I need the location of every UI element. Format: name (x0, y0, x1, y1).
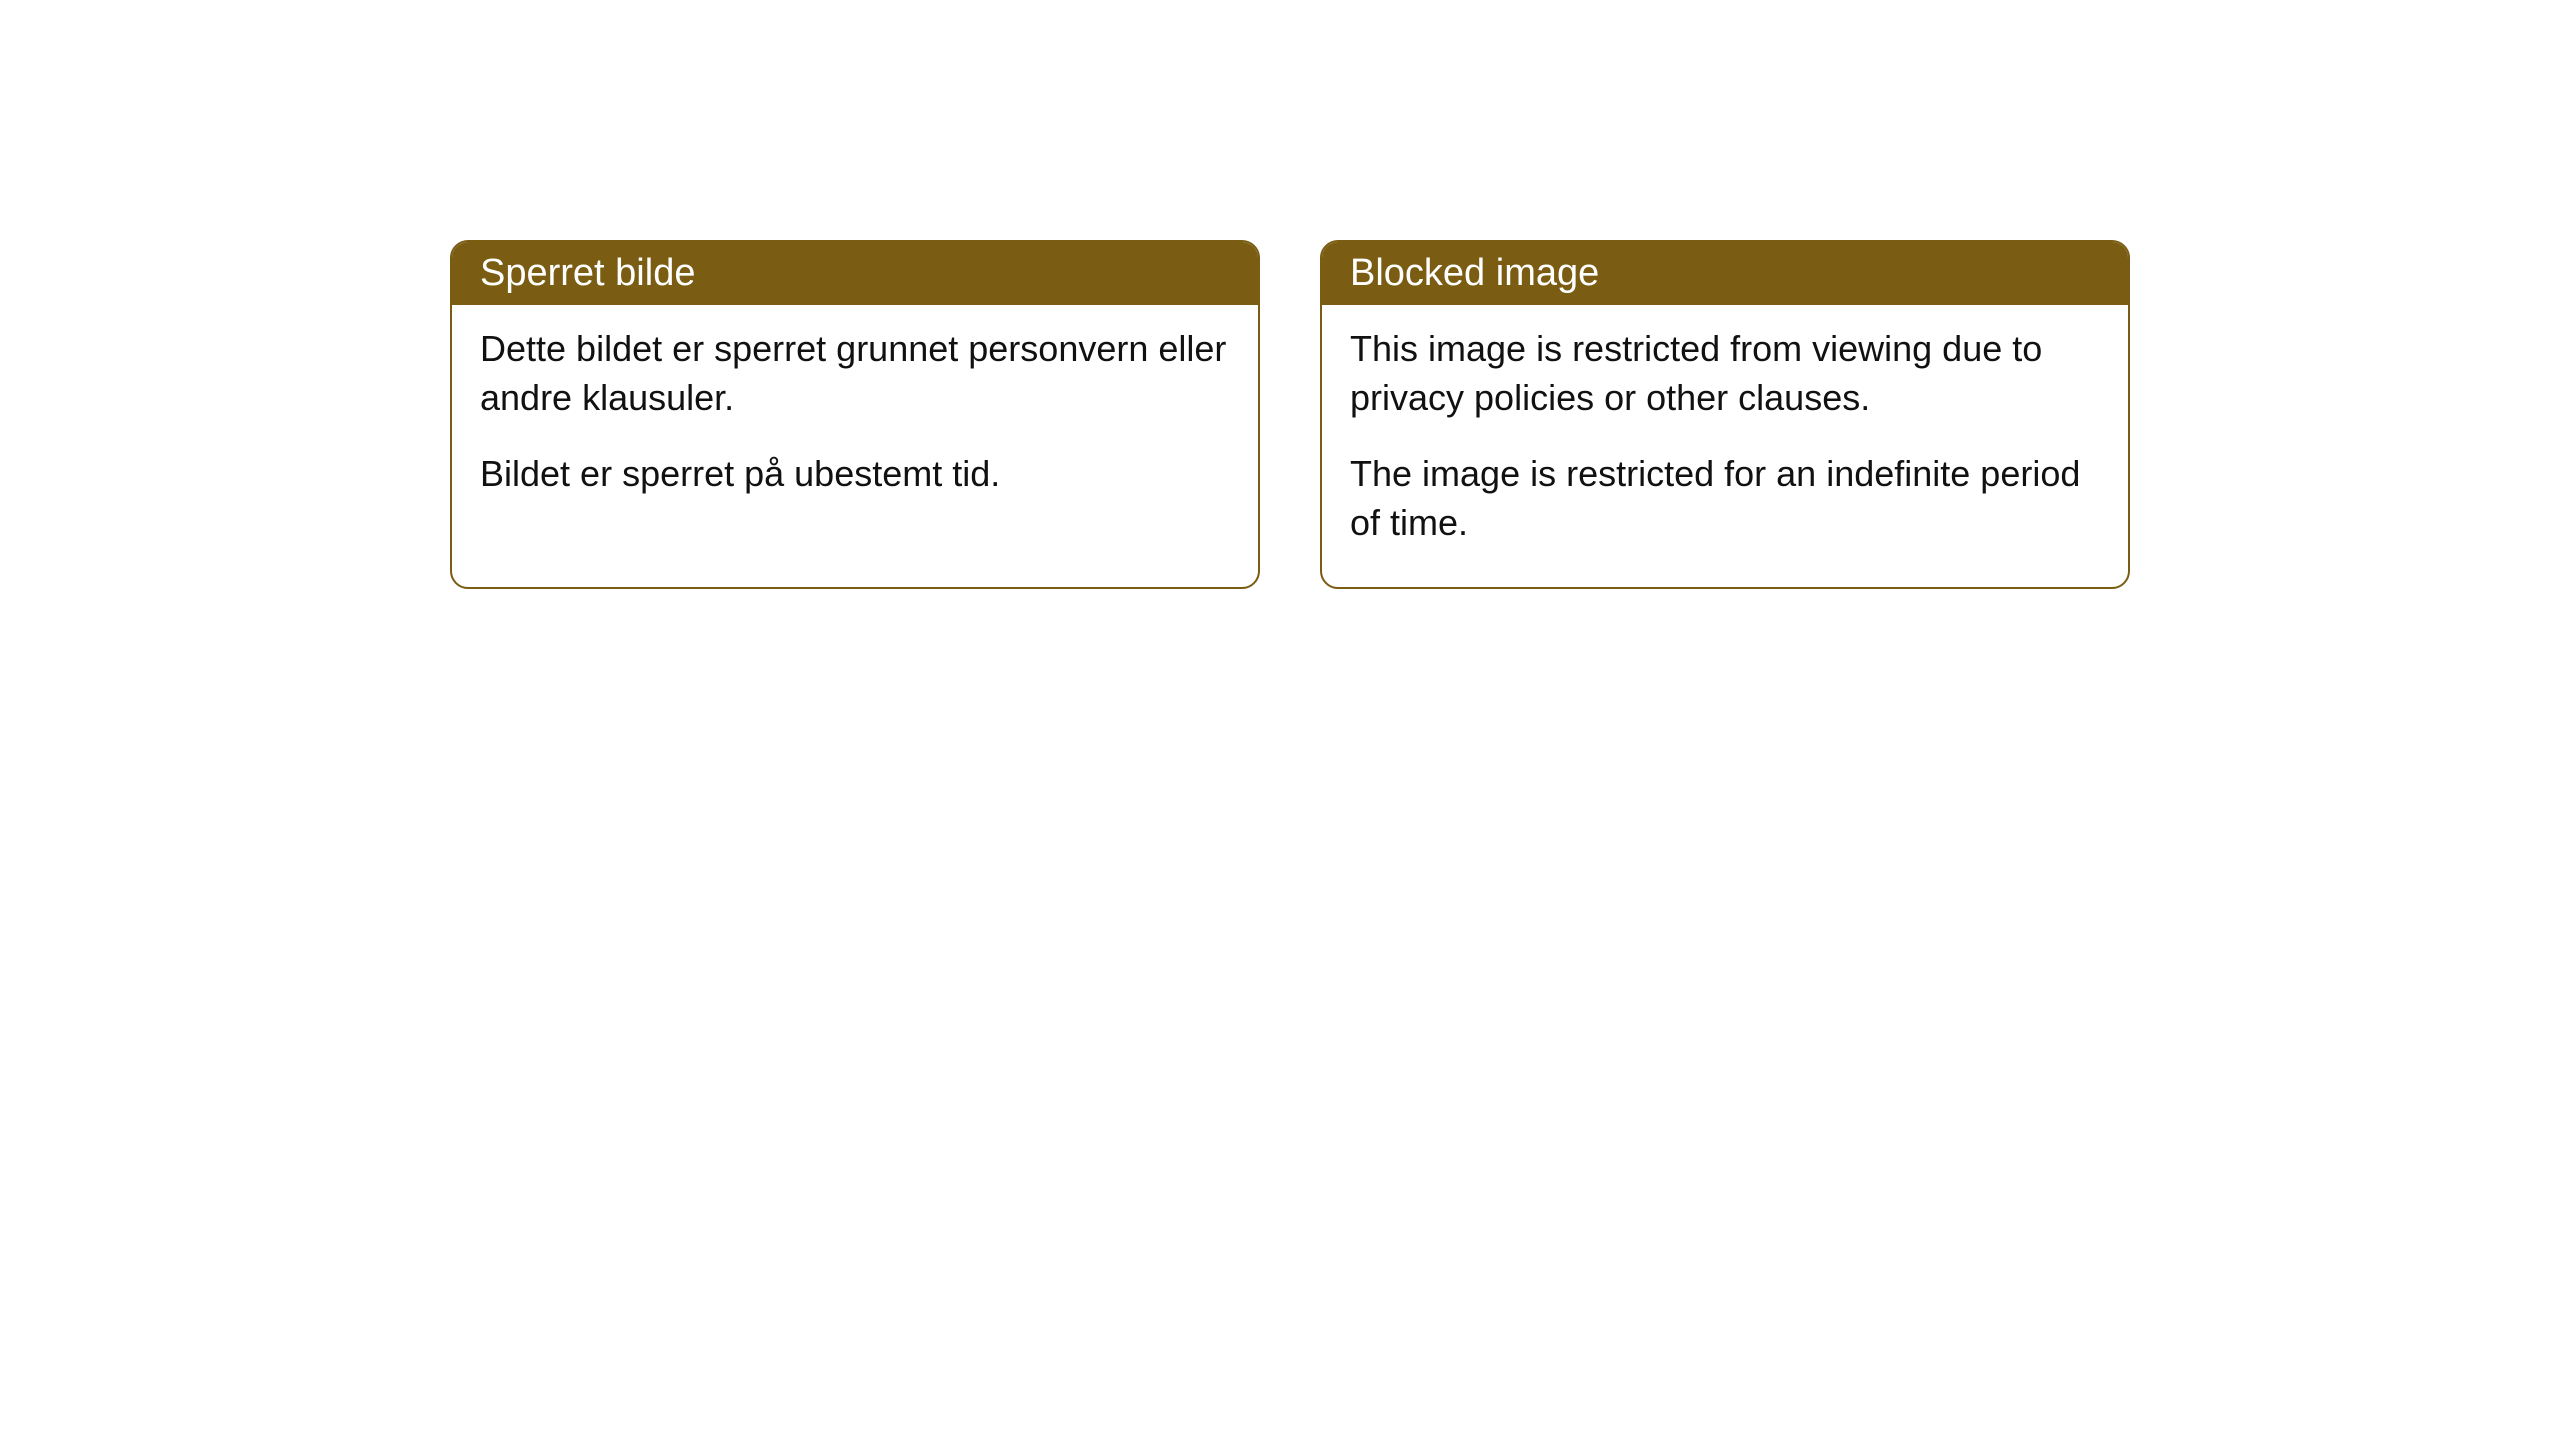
card-header-norwegian: Sperret bilde (452, 242, 1258, 305)
blocked-image-card-english: Blocked image This image is restricted f… (1320, 240, 2130, 589)
notification-container: Sperret bilde Dette bildet er sperret gr… (0, 0, 2560, 589)
card-title: Sperret bilde (480, 252, 695, 294)
card-body-norwegian: Dette bildet er sperret grunnet personve… (452, 305, 1258, 539)
card-paragraph-1: Dette bildet er sperret grunnet personve… (480, 325, 1230, 422)
card-paragraph-1: This image is restricted from viewing du… (1350, 325, 2100, 422)
blocked-image-card-norwegian: Sperret bilde Dette bildet er sperret gr… (450, 240, 1260, 589)
card-body-english: This image is restricted from viewing du… (1322, 305, 2128, 587)
card-paragraph-2: Bildet er sperret på ubestemt tid. (480, 450, 1230, 499)
card-title: Blocked image (1350, 252, 1599, 294)
card-header-english: Blocked image (1322, 242, 2128, 305)
card-paragraph-2: The image is restricted for an indefinit… (1350, 450, 2100, 547)
